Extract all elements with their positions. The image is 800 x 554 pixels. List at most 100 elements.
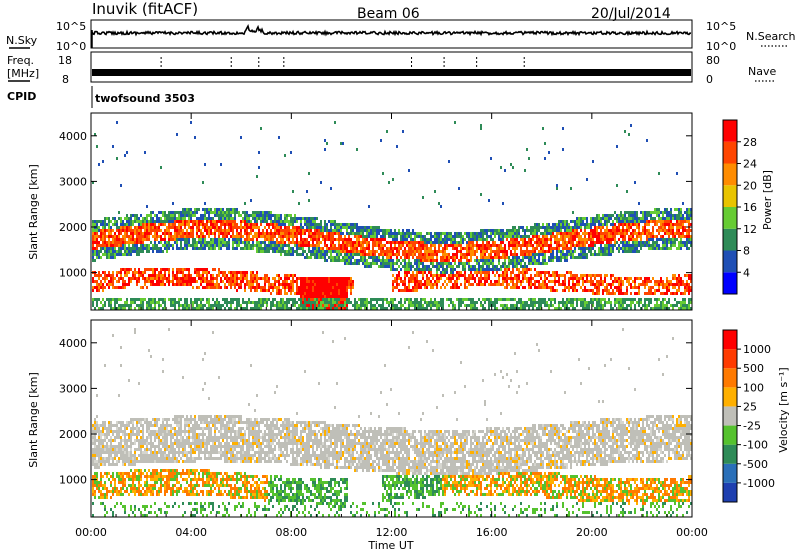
- cell: [600, 229, 602, 232]
- cell: [130, 298, 132, 301]
- cell: [112, 235, 114, 238]
- cell: [392, 259, 394, 262]
- cell: [266, 277, 268, 280]
- cell: [350, 238, 352, 241]
- cell: [160, 280, 162, 283]
- cell: [492, 256, 494, 259]
- cell: [108, 238, 110, 241]
- cell: [166, 220, 168, 223]
- cell: [592, 235, 594, 238]
- cell: [576, 223, 578, 226]
- cell: [532, 226, 534, 229]
- cell: [278, 277, 280, 280]
- cell: [458, 301, 460, 304]
- cell: [224, 232, 226, 235]
- cell: [236, 235, 238, 238]
- cell: [580, 238, 582, 241]
- cell: [118, 229, 120, 232]
- cell: [532, 238, 534, 241]
- cell: [442, 259, 444, 262]
- cell: [548, 223, 550, 226]
- cell: [228, 238, 230, 241]
- cell: [484, 244, 486, 247]
- cell: [392, 289, 394, 292]
- cell: [260, 286, 262, 289]
- cell: [486, 259, 488, 262]
- cell: [446, 241, 448, 244]
- cell: [564, 274, 566, 277]
- cell: [476, 307, 478, 310]
- cell: [92, 289, 94, 292]
- cell: [360, 253, 362, 256]
- cell: [384, 307, 386, 310]
- cell: [616, 220, 618, 223]
- cell: [442, 253, 444, 256]
- cell: [178, 220, 180, 223]
- cell: [256, 241, 258, 244]
- cell: [330, 289, 332, 292]
- cell: [536, 229, 538, 232]
- cell: [566, 304, 568, 307]
- cell: [402, 235, 404, 238]
- cell: [610, 274, 612, 277]
- cell: [160, 304, 162, 307]
- cell: [486, 250, 488, 253]
- cell: [342, 289, 344, 292]
- cell: [238, 226, 240, 229]
- cell: [290, 274, 292, 277]
- cell: [412, 244, 414, 247]
- cell: [448, 235, 450, 238]
- cell: [192, 238, 194, 241]
- cell: [344, 226, 346, 229]
- cell: [514, 244, 516, 247]
- cell: [614, 238, 616, 241]
- cell: [334, 295, 336, 298]
- cell: [468, 238, 470, 241]
- cell: [386, 232, 388, 235]
- cell: [254, 244, 256, 247]
- cell: [136, 217, 138, 220]
- cell: [294, 250, 296, 253]
- cell: [544, 280, 546, 283]
- cell: [612, 226, 614, 229]
- cell: [132, 232, 134, 235]
- cell: [480, 304, 482, 307]
- cell: [114, 307, 116, 310]
- cell: [520, 265, 522, 268]
- cell: [420, 235, 422, 238]
- cell: [520, 280, 522, 283]
- cell: [246, 217, 248, 220]
- cell: [374, 238, 376, 241]
- cell: [608, 214, 610, 217]
- cell: [194, 298, 196, 301]
- cell: [312, 253, 314, 256]
- cell: [240, 286, 242, 289]
- cell: [414, 301, 416, 304]
- cell: [484, 247, 486, 250]
- cell: [344, 295, 346, 298]
- cell: [284, 301, 286, 304]
- cell: [156, 232, 158, 235]
- cell: [330, 280, 332, 283]
- cell: [338, 256, 340, 259]
- cell: [348, 280, 350, 283]
- cell: [612, 238, 614, 241]
- cell: [258, 151, 260, 154]
- cell: [618, 229, 620, 232]
- cell: [104, 253, 106, 256]
- cell: [184, 211, 186, 214]
- cell: [600, 301, 602, 304]
- cell: [140, 229, 142, 232]
- cell: [218, 238, 220, 241]
- cell: [354, 223, 356, 226]
- cell: [218, 208, 220, 211]
- cell: [536, 286, 538, 289]
- cell: [598, 280, 600, 283]
- cell: [214, 268, 216, 271]
- cell: [408, 232, 410, 235]
- cell: [172, 274, 174, 277]
- cell: [436, 280, 438, 283]
- cell: [382, 238, 384, 241]
- cell: [146, 277, 148, 280]
- cell: [218, 220, 220, 223]
